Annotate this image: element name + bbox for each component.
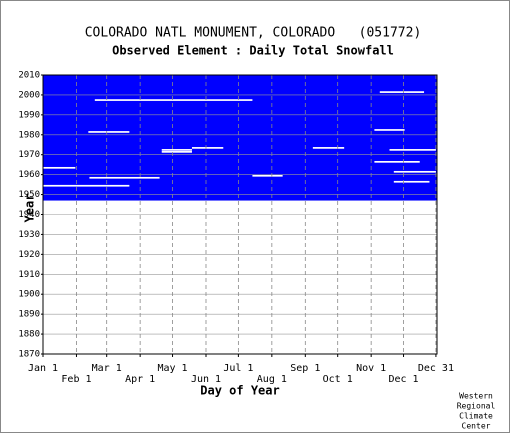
y-tick-label: 1940 [18,210,40,220]
x-tick-label: Jan 1 [28,363,58,374]
data-gap [161,151,192,153]
data-gap [379,91,425,93]
y-tick-label: 1930 [18,230,40,240]
x-tick-label: Dec 1 [388,374,418,385]
data-gap [43,184,130,187]
x-axis-label: Day of Year [200,384,279,398]
x-tick-label: Sep 1 [290,363,320,374]
y-tick-label: 2010 [18,71,40,81]
data-gap [94,99,253,101]
data-gap [312,147,345,149]
y-tick-label: 1980 [18,130,40,140]
data-gap [374,160,420,163]
x-tick-label: Feb 1 [61,374,91,385]
data-gap [393,180,430,183]
data-gap [88,131,130,133]
y-tick-label: 1900 [18,290,40,300]
y-tick-label: 1990 [18,110,40,120]
y-tick-label: 1950 [18,190,40,200]
data-gap [43,166,76,169]
data-gap [374,129,405,131]
x-tick-label: Aug 1 [257,374,287,385]
x-tick-label: May 1 [157,363,187,374]
data-gap [389,149,436,151]
y-axis-label: Year [23,194,37,223]
credit: Regional [457,402,496,411]
y-tick-label: 1870 [18,350,40,360]
coverage-block [43,75,437,201]
data-gap [191,147,224,149]
x-tick-label: Mar 1 [92,363,122,374]
data-gap [393,170,436,173]
plot-border [42,74,438,355]
y-tick-label: 1970 [18,150,40,160]
y-tick-label: 1960 [18,170,40,180]
credit: Climate [459,412,493,421]
y-tick-label: 1910 [18,270,40,280]
chart-title: COLORADO NATL MONUMENT, COLORADO (051772… [85,26,422,41]
x-tick-label: Jul 1 [223,363,253,374]
x-tick-label: Apr 1 [125,374,155,385]
credit: Western [459,392,493,401]
data-gap [89,176,160,179]
data-gap [161,149,192,151]
y-tick-label: 1890 [18,310,40,320]
credit: Center [462,422,491,431]
x-tick-label: Dec 31 [418,363,454,374]
y-tick-label: 1880 [18,330,40,340]
y-tick-label: 1920 [18,250,40,260]
chart-subtitle: Observed Element : Daily Total Snowfall [112,44,394,58]
x-tick-label: Jun 1 [191,374,221,385]
x-tick-label: Oct 1 [323,374,353,385]
data-gap [252,174,283,177]
x-tick-label: Nov 1 [356,363,386,374]
y-tick-label: 2000 [18,90,40,100]
